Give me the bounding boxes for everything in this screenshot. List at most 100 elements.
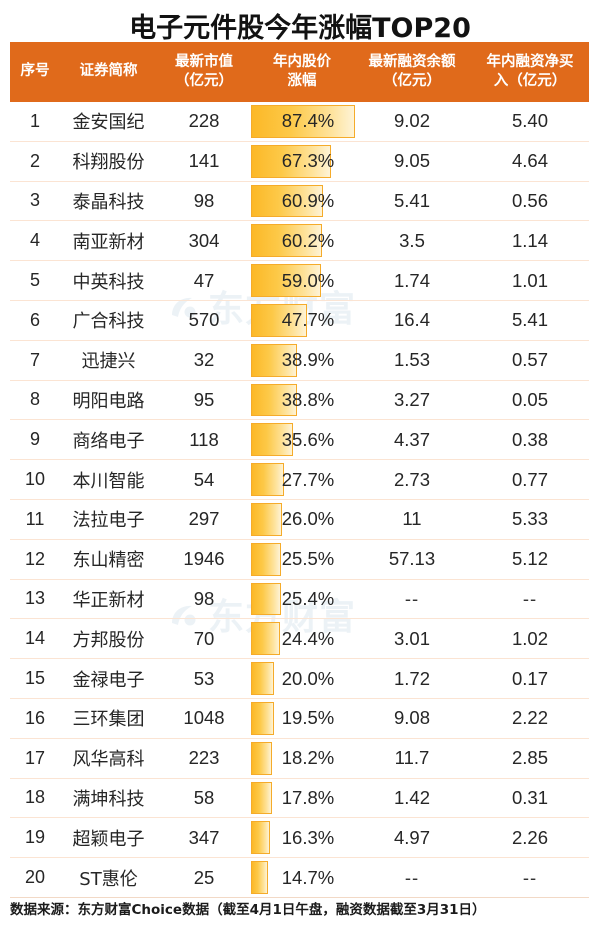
pct-label: 17.8% — [281, 786, 335, 808]
cell-index: 11 — [25, 508, 45, 529]
cell-margin-balance: 11 — [402, 508, 422, 530]
table-row[interactable]: 5 中英科技 47 59.0% 1.74 1.01 — [10, 261, 589, 301]
cell-index: 14 — [24, 628, 46, 649]
cell-pct-change: 16.3% — [251, 818, 353, 857]
cell-name: 法拉电子 — [72, 510, 145, 532]
table-row[interactable]: 6 广合科技 570 47.7% 16.4 5.41 — [10, 301, 589, 341]
cell-net-buy: 0.56 — [511, 189, 548, 211]
cell-net-buy: 0.31 — [511, 786, 548, 808]
pct-bar — [251, 224, 323, 258]
cell-net-buy: 5.33 — [511, 508, 548, 530]
cell-pct-change: 20.0% — [251, 659, 353, 698]
cell-index: 9 — [29, 429, 40, 450]
cell-index: 1 — [29, 110, 40, 131]
cell-margin-balance: 5.41 — [393, 189, 430, 211]
table-row[interactable]: 3 泰晶科技 98 60.9% 5.41 0.56 — [10, 182, 589, 222]
cell-market-cap: 223 — [188, 747, 220, 769]
table-row[interactable]: 19 超颖电子 347 16.3% 4.97 2.26 — [10, 818, 589, 859]
pct-bar — [251, 303, 308, 337]
cell-name: 风华高科 — [72, 749, 145, 771]
cell-market-cap: 54 — [193, 468, 215, 490]
cell-margin-balance: -- — [404, 587, 420, 609]
pct-bar — [251, 781, 272, 815]
table-row[interactable]: 15 金禄电子 53 20.0% 1.72 0.17 — [10, 659, 589, 699]
cell-index: 17 — [24, 747, 46, 768]
table-row[interactable]: 4 南亚新材 304 60.2% 3.5 1.14 — [10, 221, 589, 262]
cell-market-cap: 70 — [193, 627, 215, 649]
table-row[interactable]: 7 迅捷兴 32 38.9% 1.53 0.57 — [10, 341, 589, 381]
pct-label: 47.7% — [281, 309, 335, 331]
column-header-mktcap: 最新市值 （亿元） — [175, 53, 233, 89]
table-row[interactable]: 17 风华高科 223 18.2% 11.7 2.85 — [10, 739, 589, 779]
pct-label: 87.4% — [281, 110, 335, 132]
pct-bar — [251, 662, 275, 695]
cell-name: 迅捷兴 — [81, 351, 136, 373]
table-row[interactable]: 8 明阳电路 95 38.8% 3.27 0.05 — [10, 381, 589, 421]
cell-market-cap: 118 — [189, 428, 219, 450]
table-row[interactable]: 18 满坤科技 58 17.8% 1.42 0.31 — [10, 779, 589, 819]
cell-net-buy: 5.12 — [511, 548, 548, 570]
cell-margin-balance: 1.53 — [393, 349, 430, 371]
cell-net-buy: 1.01 — [511, 269, 548, 291]
cell-name: 科翔股份 — [72, 152, 145, 174]
cell-index: 8 — [29, 389, 40, 410]
cell-market-cap: 297 — [188, 508, 220, 530]
pct-bar — [251, 502, 282, 536]
pct-label: 24.4% — [281, 627, 335, 649]
cell-name: 本川智能 — [72, 470, 145, 492]
table-row[interactable]: 12 东山精密 1946 25.5% 57.13 5.12 — [10, 540, 589, 580]
cell-pct-change: 26.0% — [251, 500, 353, 539]
pct-bar — [251, 343, 297, 377]
cell-market-cap: 228 — [188, 110, 220, 132]
pct-bar — [251, 105, 355, 138]
table-row[interactable]: 11 法拉电子 297 26.0% 11 5.33 — [10, 500, 589, 540]
pct-label: 38.8% — [281, 388, 335, 410]
cell-margin-balance: 9.08 — [393, 707, 430, 729]
cell-name: 泰晶科技 — [72, 191, 145, 213]
column-header-netbuy: 年内融资净买 入（亿元） — [486, 53, 574, 89]
cell-net-buy: 0.17 — [511, 667, 548, 689]
ranking-table: 序号 证券简称 最新市值 （亿元） 年内股价 涨幅 最新融资余额 （亿元） 年内… — [10, 42, 589, 898]
pct-bar — [251, 423, 293, 457]
pct-label: 25.5% — [281, 548, 335, 570]
cell-margin-balance: 4.97 — [393, 826, 430, 848]
table-row[interactable]: 10 本川智能 54 27.7% 2.73 0.77 — [10, 460, 589, 500]
cell-net-buy: 0.38 — [511, 428, 548, 450]
table-row[interactable]: 13 华正新材 98 25.4% -- -- — [10, 580, 589, 620]
cell-market-cap: 98 — [193, 587, 215, 609]
cell-margin-balance: 1.42 — [393, 786, 430, 808]
cell-margin-balance: 3.27 — [393, 388, 430, 410]
cell-name: 满坤科技 — [72, 788, 145, 810]
table-row[interactable]: 2 科翔股份 141 67.3% 9.05 4.64 — [10, 142, 589, 182]
cell-margin-balance: -- — [404, 866, 420, 888]
cell-index: 10 — [24, 469, 46, 490]
cell-margin-balance: 9.05 — [393, 150, 430, 172]
pct-label: 59.0% — [281, 269, 335, 291]
table-row[interactable]: 9 商络电子 118 35.6% 4.37 0.38 — [10, 420, 589, 461]
pct-bar — [251, 144, 331, 178]
cell-index: 18 — [24, 787, 46, 808]
table-row[interactable]: 16 三环集团 1048 19.5% 9.08 2.22 — [10, 699, 589, 739]
cell-pct-change: 17.8% — [251, 779, 353, 818]
cell-net-buy: 5.40 — [511, 110, 548, 132]
table-row[interactable]: 20 ST惠伦 25 14.7% -- -- — [10, 858, 589, 898]
table-row[interactable]: 1 金安国纪 228 87.4% 9.02 5.40 — [10, 102, 589, 142]
cell-market-cap: 1946 — [183, 548, 225, 570]
cell-net-buy: 2.22 — [511, 707, 548, 729]
cell-name: 三环集团 — [72, 709, 145, 731]
pct-label: 60.9% — [281, 189, 335, 211]
cell-market-cap: 570 — [188, 309, 220, 331]
pct-label: 38.9% — [281, 349, 335, 371]
cell-pct-change: 19.5% — [251, 699, 353, 738]
table-row[interactable]: 14 方邦股份 70 24.4% 3.01 1.02 — [10, 619, 589, 660]
cell-net-buy: 2.26 — [511, 826, 548, 848]
page-title: 电子元件股今年涨幅TOP20 — [129, 13, 471, 44]
data-source-note: 数据来源：东方财富Choice数据（截至4月1日午盘，融资数据截至3月31日） — [10, 902, 486, 918]
cell-market-cap: 304 — [188, 229, 220, 251]
pct-bar — [251, 622, 280, 656]
cell-pct-change: 24.4% — [251, 619, 353, 658]
cell-index: 2 — [29, 150, 40, 171]
cell-pct-change: 25.4% — [251, 580, 353, 619]
pct-label: 14.7% — [281, 866, 335, 888]
cell-name: 广合科技 — [72, 311, 145, 333]
